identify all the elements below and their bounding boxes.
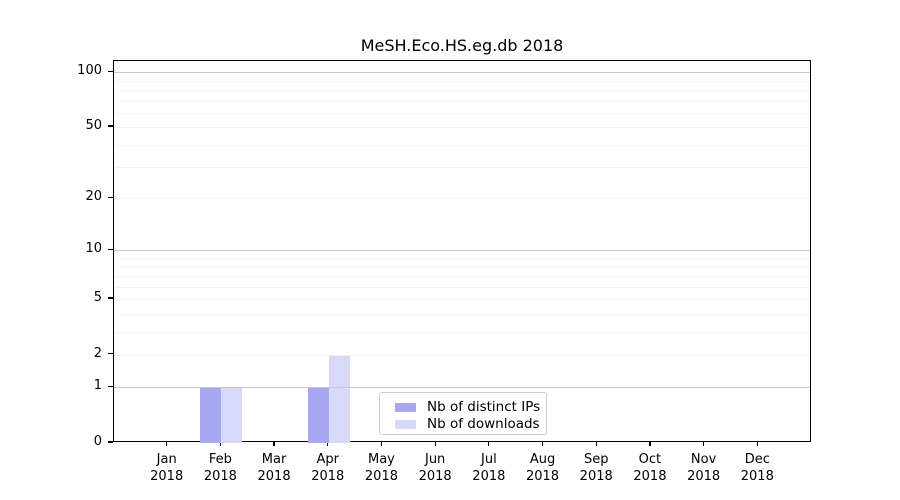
x-tick-label-jun: Jun 2018 bbox=[418, 452, 452, 484]
minor-gridline bbox=[114, 112, 810, 114]
y-tick-label: 0 bbox=[93, 434, 102, 449]
bar-feb-distinct-ips bbox=[200, 387, 222, 443]
x-tick-label-sep: Sep 2018 bbox=[579, 452, 613, 484]
y-tick-label: 2 bbox=[93, 345, 102, 361]
x-tick-mark bbox=[273, 441, 275, 446]
major-gridline bbox=[114, 387, 810, 389]
y-tick-mark bbox=[108, 385, 113, 387]
x-tick-mark bbox=[327, 441, 329, 446]
major-gridline bbox=[114, 72, 810, 74]
minor-gridline bbox=[114, 127, 810, 129]
minor-gridline bbox=[114, 80, 810, 82]
minor-gridline bbox=[114, 286, 810, 288]
y-tick-mark bbox=[108, 353, 113, 355]
x-tick-mark bbox=[541, 441, 544, 446]
x-tick-mark bbox=[703, 441, 705, 446]
minor-gridline bbox=[114, 266, 810, 268]
minor-gridline bbox=[114, 299, 810, 301]
legend-label-distinct-ips: Nb of distinct IPs bbox=[427, 399, 541, 415]
x-tick-label-dec: Dec 2018 bbox=[740, 452, 774, 484]
minor-gridline bbox=[114, 167, 810, 169]
x-tick-label-aug: Aug 2018 bbox=[525, 452, 560, 484]
bar-apr-downloads bbox=[328, 354, 350, 443]
x-tick-label-feb: Feb 2018 bbox=[203, 452, 237, 484]
x-tick-label-mar: Mar 2018 bbox=[257, 452, 291, 484]
y-tick-label: 5 bbox=[93, 290, 102, 306]
y-tick-mark bbox=[108, 248, 113, 250]
legend-item-downloads: Nb of downloads bbox=[395, 417, 546, 431]
bar-feb-downloads bbox=[221, 387, 243, 443]
chart-title: MeSH.Eco.HS.eg.db 2018 bbox=[360, 36, 564, 55]
y-tick-mark bbox=[108, 196, 113, 198]
x-tick-mark bbox=[595, 441, 597, 446]
minor-gridline bbox=[114, 258, 810, 259]
y-tick-mark bbox=[108, 125, 113, 127]
minor-gridline bbox=[114, 275, 810, 277]
legend-item-distinct-ips: Nb of distinct IPs bbox=[395, 400, 546, 414]
x-tick-mark bbox=[434, 441, 436, 446]
y-tick-mark bbox=[108, 297, 113, 299]
x-tick-label-jan: Jan 2018 bbox=[150, 452, 184, 484]
minor-gridline bbox=[114, 198, 810, 200]
minor-gridline bbox=[114, 313, 810, 315]
x-tick-label-may: May 2018 bbox=[364, 452, 398, 484]
x-tick-label-apr: Apr 2018 bbox=[311, 452, 345, 484]
y-tick-mark bbox=[108, 441, 113, 443]
x-tick-mark bbox=[380, 441, 383, 446]
legend-label-downloads: Nb of downloads bbox=[427, 416, 540, 432]
minor-gridline bbox=[114, 100, 810, 102]
x-tick-mark bbox=[488, 441, 490, 446]
y-tick-label: 1 bbox=[93, 378, 102, 394]
minor-gridline bbox=[114, 89, 810, 91]
y-tick-mark bbox=[108, 70, 113, 72]
bar-apr-distinct-ips bbox=[307, 387, 329, 443]
y-tick-label: 10 bbox=[85, 241, 102, 257]
x-tick-label-oct: Oct 2018 bbox=[633, 452, 667, 484]
x-tick-mark bbox=[166, 441, 168, 446]
legend-swatch-distinct-ips-icon bbox=[395, 402, 416, 412]
x-tick-mark bbox=[649, 441, 651, 446]
minor-gridline bbox=[114, 144, 810, 146]
legend: Nb of distinct IPs Nb of downloads bbox=[379, 392, 547, 435]
y-tick-label: 100 bbox=[77, 63, 102, 79]
legend-swatch-downloads-icon bbox=[395, 419, 416, 429]
y-tick-label: 50 bbox=[85, 118, 102, 134]
y-tick-label: 20 bbox=[85, 189, 102, 205]
x-tick-mark bbox=[219, 441, 221, 446]
plot-area: Nb of distinct IPs Nb of downloads bbox=[113, 60, 811, 443]
minor-gridline bbox=[114, 354, 810, 356]
x-tick-label-jul: Jul 2018 bbox=[472, 452, 506, 484]
x-tick-mark bbox=[756, 441, 758, 446]
minor-gridline bbox=[114, 331, 810, 333]
major-gridline bbox=[114, 250, 810, 252]
x-tick-label-nov: Nov 2018 bbox=[687, 452, 721, 484]
